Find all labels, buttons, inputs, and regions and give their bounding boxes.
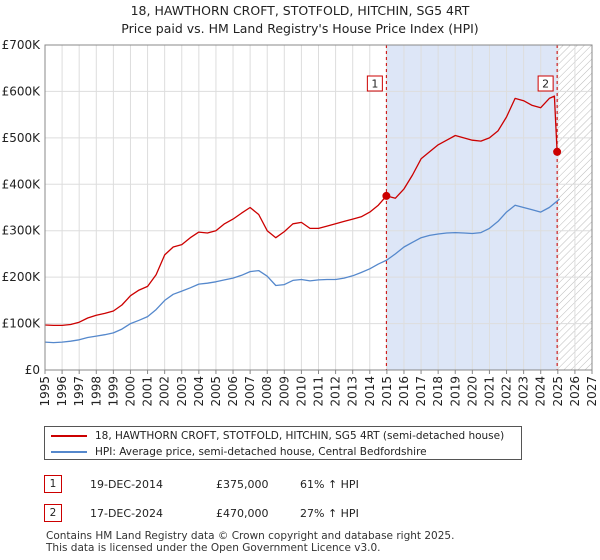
footer-licence: This data is licensed under the Open Gov… (46, 542, 381, 554)
sale-box-1 (366, 75, 383, 92)
sale-box-label-1: 1 (371, 78, 378, 91)
y-tick-label: £0 (25, 363, 40, 377)
x-tick-label: 2010 (294, 376, 308, 407)
x-tick-label: 2018 (431, 376, 445, 407)
x-tick-label: 2006 (226, 376, 240, 407)
sale-marker-1: 1 (44, 475, 62, 493)
x-tick-label: 2021 (482, 376, 496, 407)
x-tick-label: 2009 (277, 376, 291, 407)
y-tick-label: £300K (2, 224, 42, 238)
x-tick-label: 2015 (380, 376, 394, 407)
y-tick-label: £700K (2, 38, 42, 52)
chart-title-block: 18, HAWTHORN CROFT, STOTFOLD, HITCHIN, S… (0, 2, 600, 38)
legend: 18, HAWTHORN CROFT, STOTFOLD, HITCHIN, S… (44, 426, 522, 460)
sale-price-2: £470,000 (216, 507, 269, 520)
x-tick-label: 2023 (517, 376, 531, 407)
x-tick-label: 1997 (72, 376, 86, 407)
sale-point-1 (382, 191, 391, 200)
legend-item-price: 18, HAWTHORN CROFT, STOTFOLD, HITCHIN, S… (51, 428, 504, 444)
x-tick-label: 2016 (397, 376, 411, 407)
y-tick-label: £200K (2, 270, 42, 284)
sale-hpi-change-1: 61% ↑ HPI (300, 478, 359, 491)
legend-swatch-hpi (51, 451, 87, 453)
shaded-region (386, 45, 558, 370)
x-tick-label: 2001 (141, 376, 155, 407)
chart-plot: 1 2 £0 £100K £200K £300K £400K £500K £600K £700K… (2, 38, 599, 407)
x-tick-label: 2022 (500, 376, 514, 407)
x-tick-label: 2004 (192, 376, 206, 407)
y-tick-label: £600K (2, 84, 42, 98)
x-tick-label: 2020 (465, 376, 479, 407)
x-tick-label: 1998 (89, 376, 103, 407)
series-line-price (45, 95, 560, 327)
x-tick-label: 2025 (551, 376, 565, 407)
x-tick-label: 2024 (534, 376, 548, 407)
x-tick-label: 2007 (243, 376, 257, 407)
legend-label-price: 18, HAWTHORN CROFT, STOTFOLD, HITCHIN, S… (95, 430, 505, 442)
x-tick-label: 1996 (55, 376, 69, 407)
x-tick-label: 2019 (448, 376, 462, 407)
sale-marker-2: 2 (44, 504, 62, 522)
x-tick-label: 2012 (329, 376, 343, 407)
footer: Contains HM Land Registry data © Crown c… (46, 530, 454, 554)
legend-item-hpi: HPI: Average price, semi-detached house,… (51, 444, 427, 460)
x-tick-label: 1995 (38, 376, 52, 407)
y-tick-label: £100K (2, 317, 42, 331)
legend-label-hpi: HPI: Average price, semi-detached house,… (95, 446, 427, 458)
sale-hpi-change-2: 27% ↑ HPI (300, 507, 359, 520)
sale-box-label-2: 2 (542, 78, 549, 91)
sale-point-2 (553, 147, 562, 156)
x-tick-label: 2008 (260, 376, 274, 407)
sale-price-1: £375,000 (216, 478, 269, 491)
x-tick-label: 2005 (209, 376, 223, 407)
sale-date-1: 19-DEC-2014 (90, 478, 164, 491)
x-tick-label: 2026 (568, 376, 582, 407)
chart-title: 18, HAWTHORN CROFT, STOTFOLD, HITCHIN, S… (130, 3, 470, 18)
series-line-hpi (45, 198, 560, 344)
x-tick-label: 2017 (414, 376, 428, 407)
chart-subtitle: Price paid vs. HM Land Registry's House … (121, 21, 479, 36)
y-tick-label: £400K (2, 177, 42, 191)
y-tick-label: £500K (2, 131, 42, 145)
sale-box-2 (537, 75, 554, 92)
footer-copyright: Contains HM Land Registry data © Crown c… (46, 530, 455, 542)
x-tick-label: 2011 (312, 376, 326, 407)
x-tick-label: 2003 (175, 376, 189, 407)
x-tick-label: 2027 (585, 376, 599, 407)
x-tick-label: 1999 (106, 376, 120, 407)
x-tick-label: 2013 (346, 376, 360, 407)
x-tick-label: 2002 (158, 376, 172, 407)
legend-swatch-price (51, 435, 87, 437)
x-tick-label: 2000 (123, 376, 137, 407)
x-tick-label: 2014 (363, 376, 377, 407)
sale-date-2: 17-DEC-2024 (90, 507, 164, 520)
